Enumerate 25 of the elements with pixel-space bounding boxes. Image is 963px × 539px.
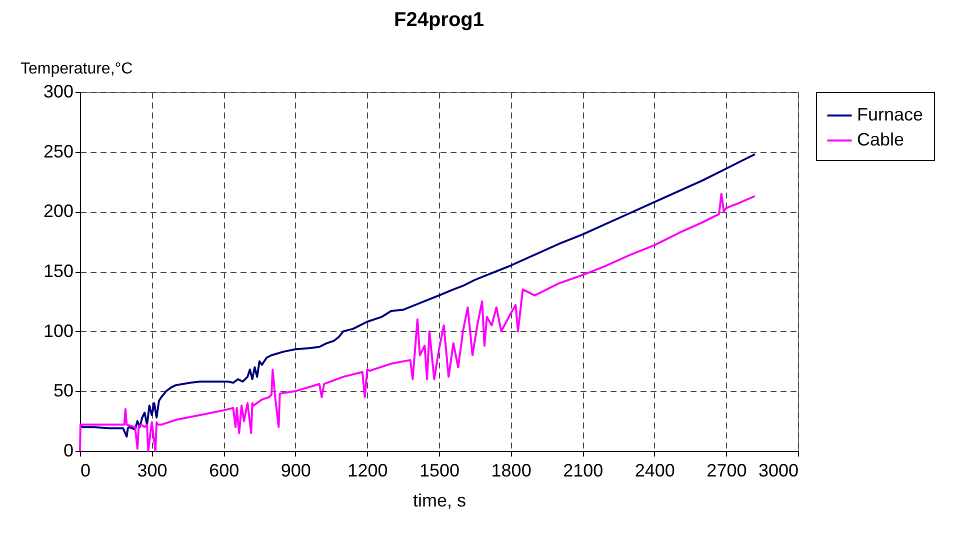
y-tick-label: 200 [43,201,74,222]
x-tick-label: 1500 [419,460,460,480]
x-tick-label: 1800 [491,460,532,480]
y-tick-label: 250 [43,141,74,162]
y-tick-label: 150 [43,261,74,281]
x-tick-label: 2400 [634,460,675,480]
x-tick-label: 2700 [706,460,747,480]
x-axis-title: time, s [412,490,466,510]
y-tick-label: 50 [53,380,74,401]
y-tick-label: 100 [43,320,74,341]
line-series [79,192,756,452]
x-tick-label: 1200 [348,460,388,480]
chart-title: F24prog1 [394,9,484,31]
x-tick-label: 300 [137,460,168,480]
x-tick-label: 0 [80,460,91,480]
x-tick-label: 600 [209,460,240,480]
x-tick-label: 3000 [758,460,798,480]
x-tick-label: 900 [280,460,311,480]
x-tick-label: 2100 [563,460,604,480]
y-axis-title: Temperature,°C [20,60,133,78]
y-tick-label: 300 [43,82,74,102]
y-tick-label: 0 [63,440,74,460]
legend-label: Furnace [857,104,924,124]
line-series [79,153,756,438]
legend-label: Cable [857,130,904,150]
